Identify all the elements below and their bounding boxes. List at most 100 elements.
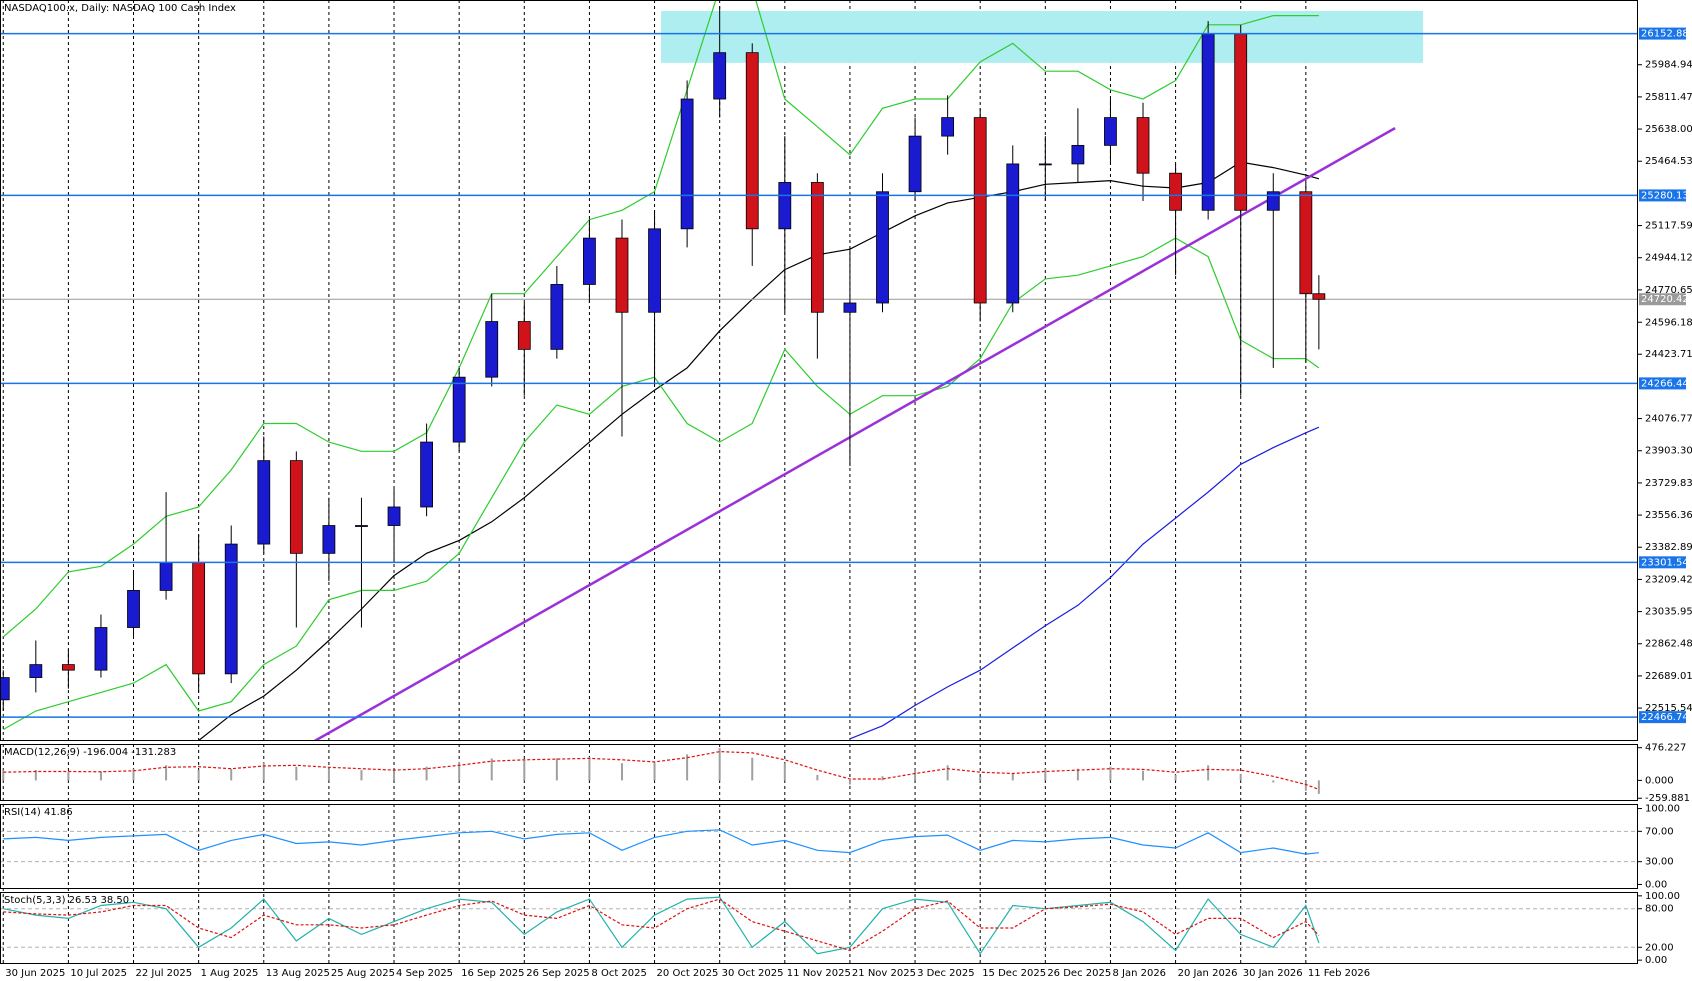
histogram-bar <box>165 765 168 781</box>
y-tick-label: 24944.12 <box>1645 253 1692 264</box>
candle-body <box>973 117 987 304</box>
histogram-bar <box>881 776 884 781</box>
histogram-bar <box>197 770 200 781</box>
level-label-box <box>1639 189 1686 202</box>
y-tick-label: 23035.95 <box>1645 607 1692 618</box>
y-tick-label: 22862.48 <box>1645 639 1692 650</box>
candle-body <box>127 590 140 628</box>
candle-body <box>1006 163 1020 304</box>
histogram-bar <box>816 774 819 781</box>
level-label: 23301.54 <box>1641 557 1689 568</box>
y-tick-label: 23382.89 <box>1645 542 1692 553</box>
y-tick-label: 30.00 <box>1645 857 1674 868</box>
level-label: 26152.88 <box>1641 29 1689 40</box>
candle-body <box>745 52 759 230</box>
level-label-box <box>1639 711 1686 724</box>
histogram-bar <box>1207 765 1210 781</box>
x-tick-label: 3 Dec 2025 <box>917 968 975 979</box>
y-tick-label: 25811.47 <box>1645 92 1692 103</box>
indicator-line <box>3 750 1320 790</box>
x-tick-label: 16 Sep 2025 <box>461 968 524 979</box>
x-tick-label: 4 Sep 2025 <box>396 968 453 979</box>
candle-body <box>192 562 206 675</box>
histogram-bar <box>718 748 721 781</box>
level-label: 24266.44 <box>1641 378 1689 389</box>
panel-title: Stoch(5,3,3) 26.53 38.50 <box>4 895 129 906</box>
histogram-bar <box>490 758 493 781</box>
candle-body <box>1201 33 1215 211</box>
candle-body <box>713 52 727 100</box>
x-tick-label: 25 Aug 2025 <box>331 968 395 979</box>
trendline <box>313 127 1396 741</box>
x-tick-label: 1 Aug 2025 <box>201 968 259 979</box>
candle-body <box>1312 293 1326 300</box>
histogram-bar <box>555 758 558 781</box>
histogram-bar <box>751 757 754 781</box>
candle-body <box>289 460 303 554</box>
indicator-line <box>2 0 1319 638</box>
candle-body <box>680 98 694 230</box>
candle-body <box>159 562 173 591</box>
x-tick-label: 21 Nov 2025 <box>852 968 916 979</box>
candle-body <box>843 302 857 313</box>
histogram-bar <box>34 770 37 781</box>
histogram-bar <box>132 768 135 781</box>
candle-body <box>1038 163 1052 166</box>
histogram-bar <box>1272 780 1275 783</box>
panel-title: MACD(12,26,9) -196.004 -131.283 <box>4 747 176 758</box>
y-tick-label: 100.00 <box>1645 891 1680 902</box>
x-tick-label: 20 Jan 2026 <box>1178 968 1238 979</box>
y-tick-label: 24596.18 <box>1645 317 1692 328</box>
histogram-bar <box>425 766 428 781</box>
x-tick-label: 30 Jun 2025 <box>5 968 65 979</box>
y-tick-label: 20.00 <box>1645 942 1674 953</box>
panel-title: NASDAQ100.x, Daily: NASDAQ 100 Cash Inde… <box>4 3 236 14</box>
candle-body <box>61 664 75 671</box>
level-label-box <box>1639 556 1686 569</box>
y-tick-label: 25638.00 <box>1645 124 1692 135</box>
histogram-bar <box>979 776 982 781</box>
y-tick-label: 25117.59 <box>1645 221 1692 232</box>
candle-body <box>420 441 433 508</box>
candle-body <box>224 543 238 675</box>
candle-body <box>355 525 368 527</box>
histogram-bar <box>686 754 689 781</box>
y-tick-label: 25464.53 <box>1645 156 1692 167</box>
panel <box>0 829 1638 863</box>
y-tick-label: 22689.01 <box>1645 671 1692 682</box>
x-tick-label: 30 Jan 2026 <box>1243 968 1303 979</box>
indicator-line <box>849 426 1320 740</box>
y-tick-label: 24076.77 <box>1645 414 1692 425</box>
y-tick-label: 0.00 <box>1645 879 1667 890</box>
candle-body <box>583 237 596 285</box>
candle-body <box>1136 117 1150 174</box>
histogram-bar <box>946 765 949 781</box>
current-price-box <box>1639 293 1686 306</box>
x-tick-label: 22 Jul 2025 <box>136 968 193 979</box>
histogram-bar <box>914 769 917 781</box>
panel-title: RSI(14) 41.86 <box>4 807 73 818</box>
candle-body <box>29 664 43 678</box>
histogram-bar <box>295 766 298 781</box>
panel-border <box>0 804 1638 889</box>
candle-body <box>1266 191 1280 211</box>
histogram-bar <box>393 770 396 781</box>
candle-body <box>257 460 271 545</box>
y-tick-label: 22515.54 <box>1645 703 1692 714</box>
y-tick-label: 80.00 <box>1645 904 1674 915</box>
candle-body <box>1071 144 1085 165</box>
candle-body <box>778 182 792 230</box>
histogram-bar <box>523 759 526 781</box>
histogram-bar <box>1239 774 1242 781</box>
panel <box>0 0 1638 741</box>
histogram-bar <box>2 770 5 781</box>
histogram-bar <box>360 770 363 781</box>
y-tick-label: 23209.42 <box>1645 574 1692 585</box>
candle-body <box>1169 172 1182 211</box>
y-tick-label: 23729.83 <box>1645 478 1692 489</box>
candle-body <box>648 228 661 313</box>
histogram-bar <box>1304 780 1307 791</box>
candle-body <box>1299 191 1313 295</box>
histogram-bar <box>67 772 70 781</box>
